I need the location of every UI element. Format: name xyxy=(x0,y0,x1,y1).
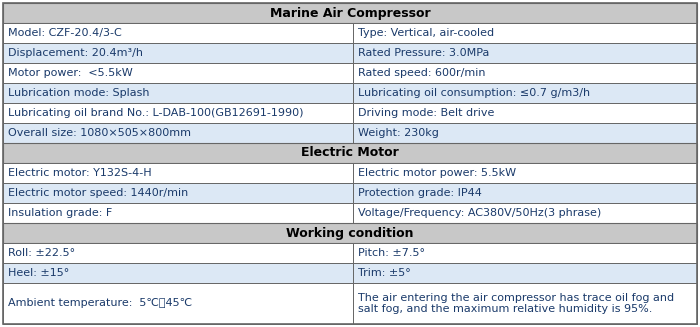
Bar xyxy=(3,43,354,63)
Bar xyxy=(3,103,354,123)
Text: Working condition: Working condition xyxy=(286,227,414,239)
Bar xyxy=(3,83,354,103)
Text: Voltage/Frequency: AC380V/50Hz(3 phrase): Voltage/Frequency: AC380V/50Hz(3 phrase) xyxy=(358,208,602,218)
Bar xyxy=(3,23,354,43)
Bar xyxy=(3,203,354,223)
Text: Lubricating oil consumption: ≤0.7 g/m3/h: Lubricating oil consumption: ≤0.7 g/m3/h xyxy=(358,88,591,98)
Bar xyxy=(3,143,697,163)
Bar xyxy=(354,243,697,263)
Text: Pitch: ±7.5°: Pitch: ±7.5° xyxy=(358,248,426,258)
Text: Ambient temperature:  5℃～45℃: Ambient temperature: 5℃～45℃ xyxy=(8,299,192,308)
Text: Model: CZF-20.4/3-C: Model: CZF-20.4/3-C xyxy=(8,28,122,38)
Text: Driving mode: Belt drive: Driving mode: Belt drive xyxy=(358,108,495,118)
Bar xyxy=(354,23,697,43)
Text: Electric motor speed: 1440r/min: Electric motor speed: 1440r/min xyxy=(8,188,188,198)
Bar xyxy=(3,263,354,283)
Bar xyxy=(3,223,697,243)
Text: Electric motor: Y132S-4-H: Electric motor: Y132S-4-H xyxy=(8,168,152,178)
Text: Motor power:  <5.5kW: Motor power: <5.5kW xyxy=(8,68,133,78)
Bar xyxy=(3,183,354,203)
Bar xyxy=(3,123,354,143)
Bar xyxy=(354,203,697,223)
Bar xyxy=(354,103,697,123)
Text: Electric motor power: 5.5kW: Electric motor power: 5.5kW xyxy=(358,168,517,178)
Text: Electric Motor: Electric Motor xyxy=(301,146,399,160)
Text: Weight: 230kg: Weight: 230kg xyxy=(358,128,440,138)
Text: The air entering the air compressor has trace oil fog and
salt fog, and the maxi: The air entering the air compressor has … xyxy=(358,293,675,314)
Bar xyxy=(3,3,697,23)
Text: Trim: ±5°: Trim: ±5° xyxy=(358,268,411,278)
Bar xyxy=(3,243,354,263)
Text: Rated Pressure: 3.0MPa: Rated Pressure: 3.0MPa xyxy=(358,48,490,58)
Bar xyxy=(354,263,697,283)
Bar xyxy=(354,183,697,203)
Text: Type: Vertical, air-cooled: Type: Vertical, air-cooled xyxy=(358,28,495,38)
Bar xyxy=(3,163,354,183)
Text: Protection grade: IP44: Protection grade: IP44 xyxy=(358,188,482,198)
Text: Marine Air Compressor: Marine Air Compressor xyxy=(270,7,430,20)
Bar xyxy=(354,43,697,63)
Text: Heel: ±15°: Heel: ±15° xyxy=(8,268,69,278)
Bar xyxy=(354,283,697,324)
Bar xyxy=(354,83,697,103)
Text: Roll: ±22.5°: Roll: ±22.5° xyxy=(8,248,75,258)
Text: Insulation grade: F: Insulation grade: F xyxy=(8,208,112,218)
Text: Overall size: 1080×505×800mm: Overall size: 1080×505×800mm xyxy=(8,128,191,138)
Text: Lubrication mode: Splash: Lubrication mode: Splash xyxy=(8,88,150,98)
Bar xyxy=(354,123,697,143)
Bar xyxy=(354,163,697,183)
Text: Displacement: 20.4m³/h: Displacement: 20.4m³/h xyxy=(8,48,143,58)
Text: Rated speed: 600r/min: Rated speed: 600r/min xyxy=(358,68,486,78)
Text: Lubricating oil brand No.: L-DAB-100(GB12691-1990): Lubricating oil brand No.: L-DAB-100(GB1… xyxy=(8,108,304,118)
Bar xyxy=(3,283,354,324)
Bar xyxy=(354,63,697,83)
Bar xyxy=(3,63,354,83)
